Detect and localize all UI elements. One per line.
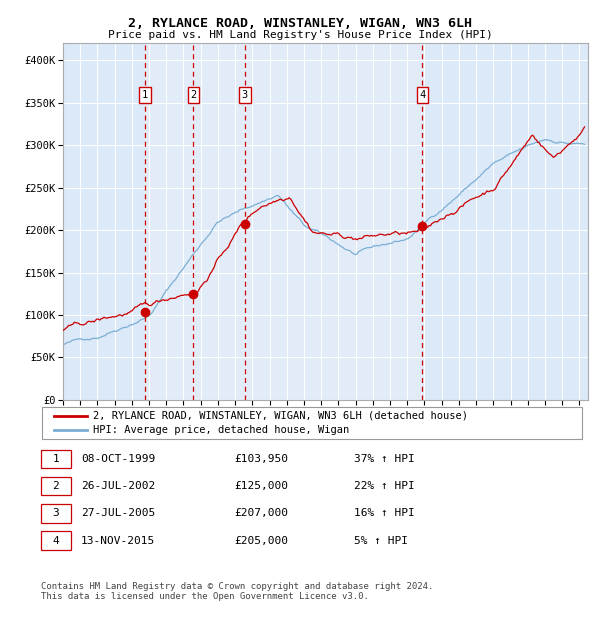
Bar [245,43,422,400]
Text: 3: 3 [52,508,59,518]
Text: 3: 3 [242,90,248,100]
Text: 2, RYLANCE ROAD, WINSTANLEY, WIGAN, WN3 6LH (detached house): 2, RYLANCE ROAD, WINSTANLEY, WIGAN, WN3 … [93,410,468,421]
Text: 4: 4 [419,90,425,100]
Text: 5% ↑ HPI: 5% ↑ HPI [354,536,408,546]
Text: 27-JUL-2005: 27-JUL-2005 [81,508,155,518]
Text: £103,950: £103,950 [234,454,288,464]
Text: 2: 2 [52,481,59,491]
Text: £125,000: £125,000 [234,481,288,491]
Text: 2, RYLANCE ROAD, WINSTANLEY, WIGAN, WN3 6LH: 2, RYLANCE ROAD, WINSTANLEY, WIGAN, WN3 … [128,17,472,30]
Text: 37% ↑ HPI: 37% ↑ HPI [354,454,415,464]
Text: 1: 1 [142,90,148,100]
Text: 26-JUL-2002: 26-JUL-2002 [81,481,155,491]
Text: Contains HM Land Registry data © Crown copyright and database right 2024.
This d: Contains HM Land Registry data © Crown c… [41,582,433,601]
Text: £207,000: £207,000 [234,508,288,518]
Text: £205,000: £205,000 [234,536,288,546]
Text: Price paid vs. HM Land Registry's House Price Index (HPI): Price paid vs. HM Land Registry's House … [107,30,493,40]
Text: 4: 4 [52,536,59,546]
Text: 22% ↑ HPI: 22% ↑ HPI [354,481,415,491]
Text: 13-NOV-2015: 13-NOV-2015 [81,536,155,546]
Bar [145,43,193,400]
Text: 08-OCT-1999: 08-OCT-1999 [81,454,155,464]
Text: 1: 1 [52,454,59,464]
Text: HPI: Average price, detached house, Wigan: HPI: Average price, detached house, Wiga… [93,425,349,435]
Text: 2: 2 [190,90,196,100]
Bar [193,43,245,400]
Text: 16% ↑ HPI: 16% ↑ HPI [354,508,415,518]
